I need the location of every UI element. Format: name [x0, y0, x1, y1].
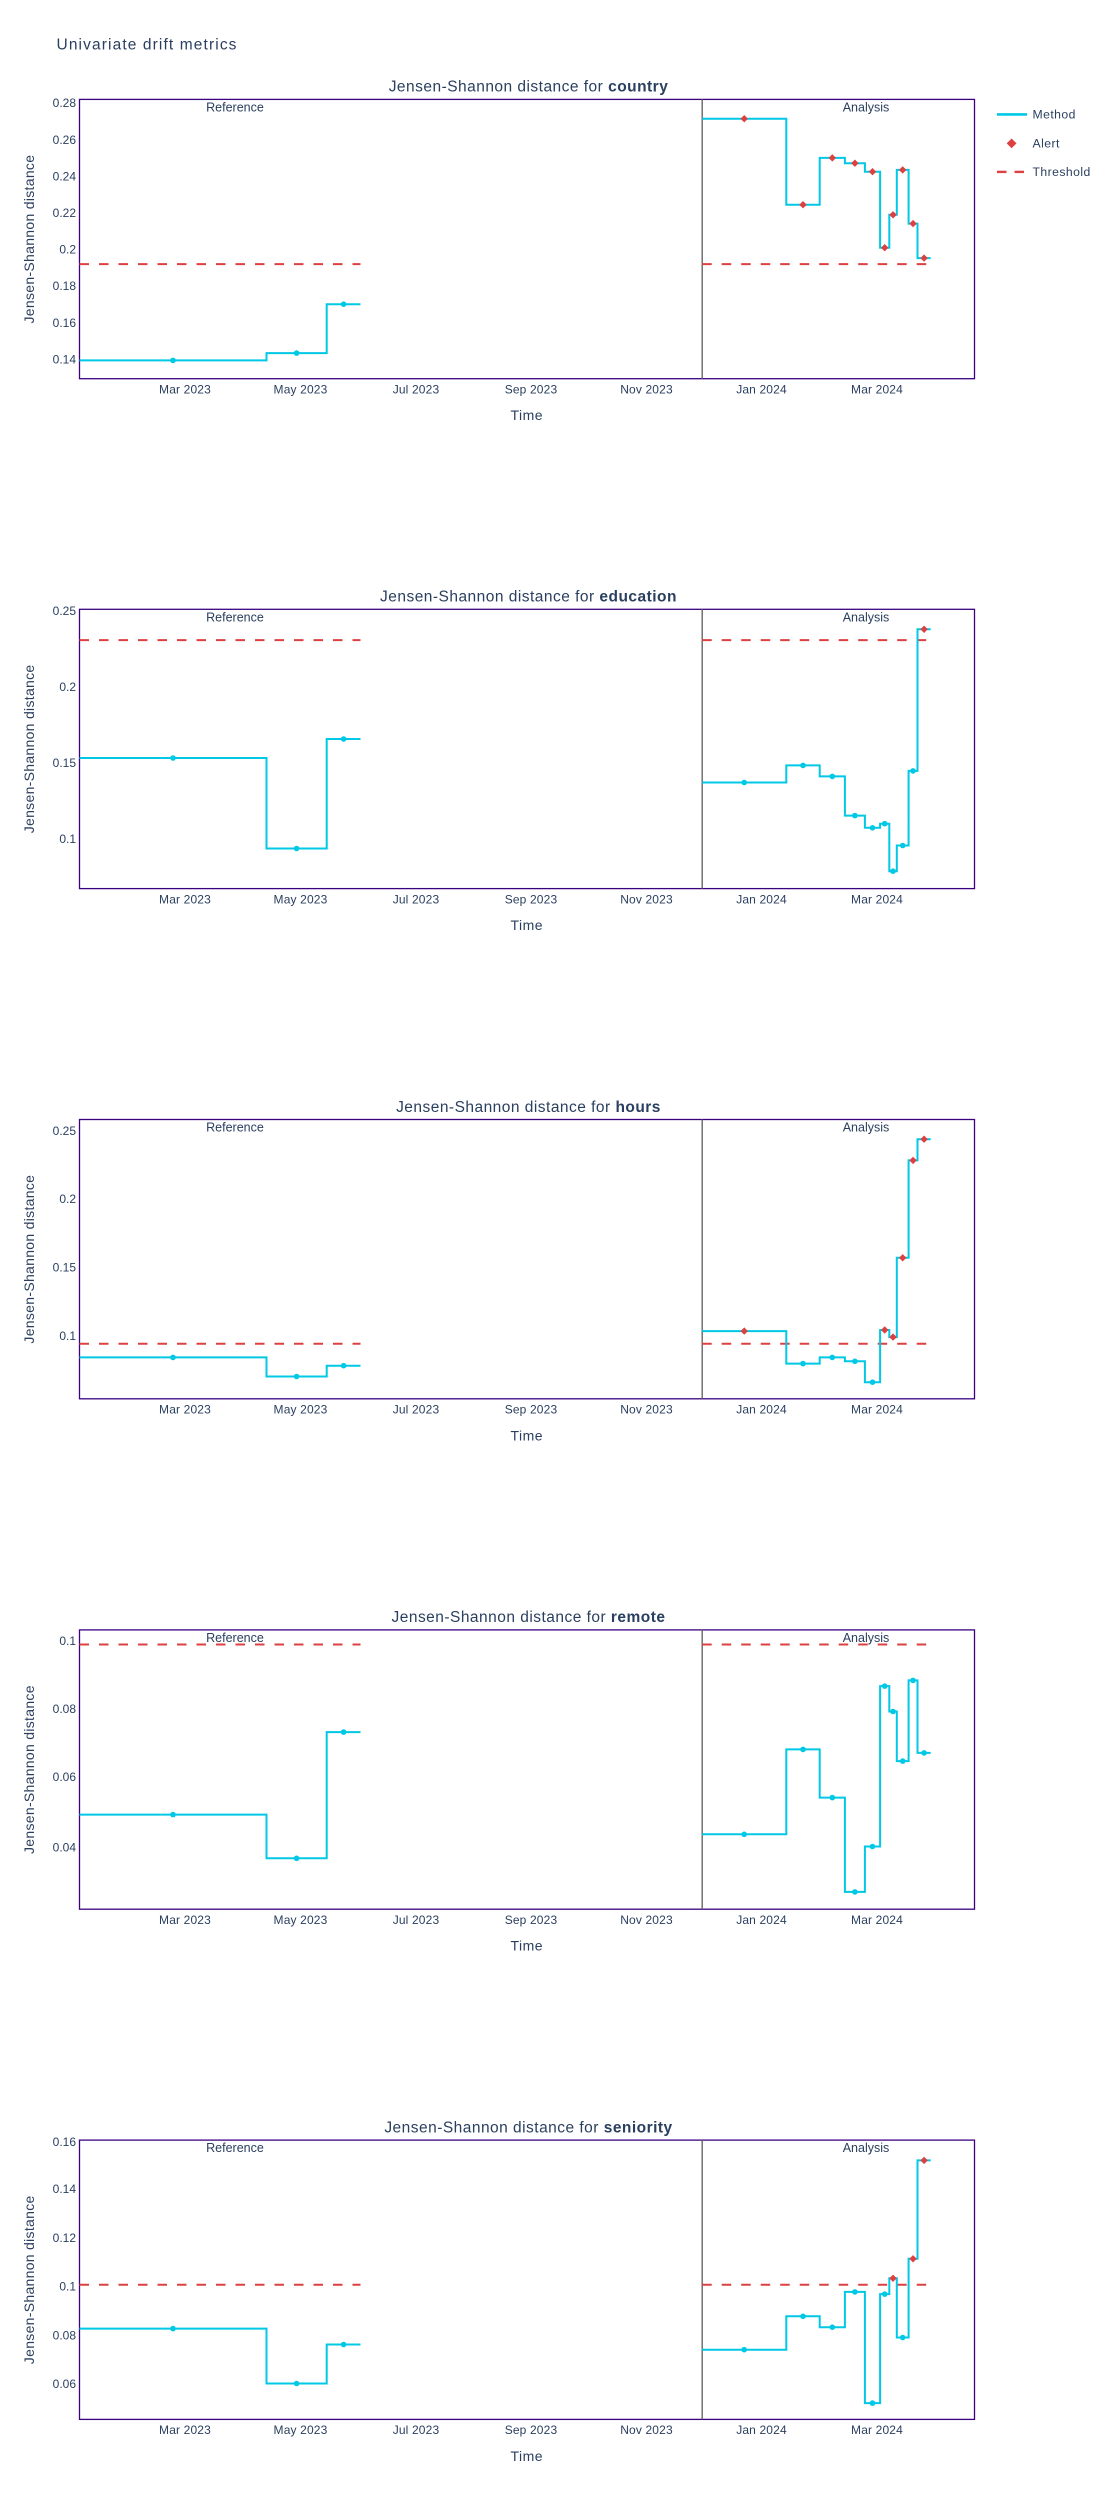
svg-text:Sep 2023: Sep 2023	[505, 2423, 558, 2437]
svg-text:Method: Method	[1033, 108, 1076, 122]
svg-text:Jensen-Shannon distance: Jensen-Shannon distance	[21, 1175, 37, 1344]
svg-text:Nov 2023: Nov 2023	[620, 892, 673, 906]
svg-text:Time: Time	[511, 1938, 544, 1954]
svg-text:Jan 2024: Jan 2024	[736, 1403, 787, 1417]
svg-text:Reference: Reference	[206, 610, 264, 624]
svg-text:Time: Time	[511, 2448, 544, 2464]
svg-text:Jensen-Shannon distance: Jensen-Shannon distance	[21, 155, 37, 324]
svg-text:Jensen-Shannon distance: Jensen-Shannon distance	[21, 2195, 37, 2364]
svg-text:Analysis: Analysis	[843, 1121, 890, 1135]
svg-text:Mar 2024: Mar 2024	[851, 2423, 903, 2437]
svg-text:0.08: 0.08	[53, 1702, 77, 1716]
svg-text:0.1: 0.1	[59, 1634, 76, 1648]
svg-text:0.16: 0.16	[53, 316, 77, 330]
svg-text:0.08: 0.08	[53, 2329, 77, 2343]
svg-text:Reference: Reference	[206, 2141, 264, 2155]
svg-text:Jensen-Shannon distance for re: Jensen-Shannon distance for remote	[392, 1609, 666, 1626]
svg-text:Analysis: Analysis	[843, 610, 890, 624]
svg-text:Mar 2024: Mar 2024	[851, 1403, 903, 1417]
svg-text:Jan 2024: Jan 2024	[736, 2423, 787, 2437]
svg-text:0.26: 0.26	[53, 133, 77, 147]
svg-text:Jan 2024: Jan 2024	[736, 383, 787, 397]
svg-text:Mar 2024: Mar 2024	[851, 383, 903, 397]
svg-text:Analysis: Analysis	[843, 1631, 890, 1645]
svg-text:Sep 2023: Sep 2023	[505, 1913, 558, 1927]
svg-text:0.28: 0.28	[53, 96, 77, 110]
svg-text:Mar 2023: Mar 2023	[159, 383, 211, 397]
svg-text:0.18: 0.18	[53, 279, 77, 293]
svg-text:May 2023: May 2023	[274, 383, 328, 397]
svg-text:Sep 2023: Sep 2023	[505, 383, 558, 397]
svg-text:Analysis: Analysis	[843, 100, 890, 114]
svg-text:0.1: 0.1	[59, 832, 76, 846]
svg-text:0.2: 0.2	[59, 680, 76, 694]
svg-text:0.14: 0.14	[53, 352, 77, 366]
svg-text:May 2023: May 2023	[274, 2423, 328, 2437]
svg-text:0.2: 0.2	[59, 243, 76, 257]
svg-text:Nov 2023: Nov 2023	[620, 383, 673, 397]
svg-text:Jensen-Shannon distance for se: Jensen-Shannon distance for seniority	[384, 2119, 672, 2136]
svg-text:Jensen-Shannon distance: Jensen-Shannon distance	[21, 1685, 37, 1854]
svg-text:Jul 2023: Jul 2023	[393, 1913, 440, 1927]
svg-text:May 2023: May 2023	[274, 892, 328, 906]
svg-text:0.15: 0.15	[53, 1261, 77, 1275]
svg-text:Reference: Reference	[206, 100, 264, 114]
svg-text:0.22: 0.22	[53, 206, 77, 220]
svg-text:Univariate drift metrics: Univariate drift metrics	[57, 37, 238, 54]
svg-text:Jensen-Shannon distance: Jensen-Shannon distance	[21, 665, 37, 834]
svg-text:0.14: 0.14	[53, 2182, 77, 2196]
svg-text:Jul 2023: Jul 2023	[393, 1403, 440, 1417]
svg-text:Jensen-Shannon distance for co: Jensen-Shannon distance for country	[389, 79, 669, 96]
svg-text:May 2023: May 2023	[274, 1403, 328, 1417]
svg-text:Alert: Alert	[1033, 137, 1060, 151]
svg-text:0.25: 0.25	[53, 604, 77, 618]
svg-text:0.12: 0.12	[53, 2231, 77, 2245]
svg-text:Jensen-Shannon distance for ho: Jensen-Shannon distance for hours	[396, 1099, 661, 1116]
svg-text:Nov 2023: Nov 2023	[620, 1403, 673, 1417]
svg-text:Nov 2023: Nov 2023	[620, 2423, 673, 2437]
svg-text:Mar 2023: Mar 2023	[159, 2423, 211, 2437]
svg-text:0.2: 0.2	[59, 1192, 76, 1206]
svg-text:Time: Time	[511, 917, 544, 933]
svg-text:0.06: 0.06	[53, 2377, 77, 2391]
svg-text:Reference: Reference	[206, 1631, 264, 1645]
svg-text:Mar 2023: Mar 2023	[159, 1403, 211, 1417]
svg-text:Sep 2023: Sep 2023	[505, 892, 558, 906]
svg-text:0.16: 0.16	[53, 2135, 77, 2149]
svg-text:Jan 2024: Jan 2024	[736, 892, 787, 906]
svg-text:Mar 2024: Mar 2024	[851, 892, 903, 906]
svg-text:0.06: 0.06	[53, 1770, 77, 1784]
svg-text:0.24: 0.24	[53, 169, 77, 183]
svg-text:Jul 2023: Jul 2023	[393, 892, 440, 906]
svg-text:0.04: 0.04	[53, 1840, 77, 1854]
svg-text:Sep 2023: Sep 2023	[505, 1403, 558, 1417]
svg-text:0.1: 0.1	[59, 1329, 76, 1343]
svg-text:May 2023: May 2023	[274, 1913, 328, 1927]
svg-text:Nov 2023: Nov 2023	[620, 1913, 673, 1927]
svg-text:Reference: Reference	[206, 1121, 264, 1135]
svg-text:Jul 2023: Jul 2023	[393, 2423, 440, 2437]
svg-text:Mar 2024: Mar 2024	[851, 1913, 903, 1927]
svg-text:Jan 2024: Jan 2024	[736, 1913, 787, 1927]
svg-text:Jensen-Shannon distance for ed: Jensen-Shannon distance for education	[380, 589, 677, 606]
svg-text:Analysis: Analysis	[843, 2141, 890, 2155]
svg-text:Mar 2023: Mar 2023	[159, 1913, 211, 1927]
svg-text:Threshold: Threshold	[1033, 165, 1091, 179]
svg-text:Mar 2023: Mar 2023	[159, 892, 211, 906]
svg-text:Time: Time	[511, 1427, 544, 1443]
svg-text:0.25: 0.25	[53, 1124, 77, 1138]
svg-text:Time: Time	[511, 407, 544, 423]
svg-text:0.15: 0.15	[53, 756, 77, 770]
svg-text:Jul 2023: Jul 2023	[393, 383, 440, 397]
svg-text:0.1: 0.1	[59, 2279, 76, 2293]
